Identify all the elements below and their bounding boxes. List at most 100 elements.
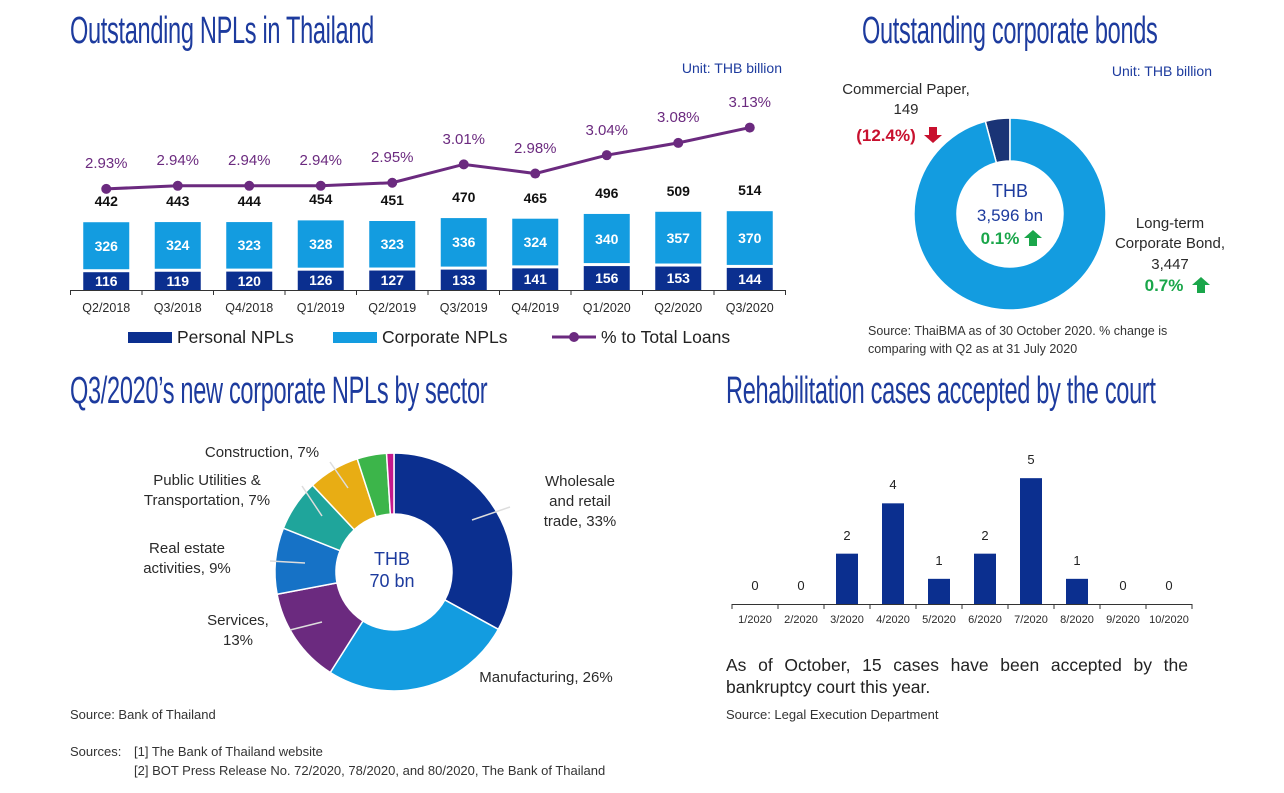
segment-label: 323 — [380, 236, 404, 253]
line-point — [458, 159, 469, 170]
x-tick-label: Q3/2020 — [725, 301, 774, 315]
source: Source: ThaiBMA as of 30 October 2020. %… — [868, 324, 1168, 356]
x-tick-label: Q2/2019 — [368, 301, 417, 315]
total-label: 454 — [309, 191, 333, 208]
footer-label: Sources: — [70, 744, 122, 759]
bar-segment — [726, 211, 773, 265]
x-tick-label: Q2/2018 — [82, 301, 131, 315]
bar-segment — [369, 221, 416, 268]
segment-label: 336 — [452, 234, 476, 251]
value-label: 5 — [1027, 452, 1035, 468]
x-tick-label: Q4/2018 — [225, 301, 274, 315]
line-value-label: 3.08% — [656, 109, 700, 127]
segment-label: 120 — [237, 272, 261, 289]
bar — [1020, 478, 1042, 604]
value-label: 0 — [1119, 578, 1127, 593]
line-value-label: 2.94% — [156, 152, 200, 170]
x-tick-label: Q1/2020 — [582, 301, 631, 315]
segment-label: 357 — [666, 229, 690, 246]
slice-label: Services, 13% — [207, 612, 269, 649]
segment-label: 133 — [452, 271, 476, 288]
bar-segment — [440, 269, 487, 290]
bar-segment — [226, 271, 273, 290]
line-point — [744, 122, 755, 133]
value-label: 1 — [1073, 552, 1081, 568]
change-label: 0.7% — [1144, 275, 1184, 295]
value-label: 1 — [935, 552, 943, 568]
source: Source: Legal Execution Department — [726, 707, 939, 722]
unit-label: Unit: THB billion — [681, 60, 782, 76]
bar-segment — [154, 271, 201, 290]
line-point — [244, 180, 255, 191]
legend-swatch — [128, 332, 172, 343]
change-arrow — [1192, 277, 1210, 293]
total-label: 444 — [237, 193, 261, 210]
unit-label: Unit: THB billion — [1111, 63, 1212, 79]
segment-label: 141 — [523, 271, 547, 288]
slice-label: Commercial Paper, — [842, 80, 970, 98]
x-tick-label: 8/2020 — [1060, 614, 1094, 626]
x-tick-label: 6/2020 — [968, 614, 1002, 626]
change-arrow — [1024, 230, 1042, 246]
center-total: 3,596 bn — [976, 205, 1044, 225]
legend-label: % to Total Loans — [601, 327, 731, 347]
change-label: (12.4%) — [856, 125, 916, 145]
x-tick-label: 10/2020 — [1149, 614, 1189, 626]
segment-label: 144 — [738, 270, 762, 287]
bar-segment — [83, 222, 130, 270]
center-total: 70 bn — [369, 570, 415, 591]
chart-title: Q3/2020’s new corporate NPLs by sector — [70, 370, 488, 412]
bar-segment — [83, 272, 130, 290]
x-tick-label: Q1/2019 — [296, 301, 345, 315]
slice-label: Manufacturing, 26% — [479, 668, 613, 686]
center-label: THB — [374, 548, 410, 569]
line-value-label: 3.13% — [728, 94, 772, 112]
total-label: 509 — [666, 182, 690, 199]
x-tick-label: 7/2020 — [1014, 614, 1048, 626]
leader-line — [301, 485, 323, 517]
donut-slice — [385, 452, 395, 515]
bar-segment — [297, 270, 344, 290]
chart-title: Outstanding corporate bonds — [862, 10, 1158, 52]
segment-label: 116 — [94, 273, 118, 290]
slice-label: Real estate activities, 9% — [143, 540, 231, 577]
value-label: 0 — [751, 578, 759, 593]
x-tick-label: Q3/2019 — [439, 301, 488, 315]
segment-label: 340 — [595, 230, 619, 247]
bar-segment — [297, 220, 344, 268]
segment-label: 326 — [94, 237, 118, 254]
bar-segment — [226, 222, 273, 269]
leader-line — [329, 461, 349, 489]
line-point — [101, 183, 112, 194]
chart-title: Rehabilitation cases accepted by the cou… — [726, 370, 1156, 412]
slice-value: 149 — [893, 100, 919, 118]
line-value-label: 2.95% — [370, 149, 414, 167]
bar-segment — [512, 218, 559, 266]
bar-segment — [154, 222, 201, 269]
footer-item: [2] BOT Press Release No. 72/2020, 78/20… — [134, 763, 606, 778]
legend-swatch — [569, 332, 579, 342]
slice-label: Construction, 7% — [204, 443, 320, 461]
change-arrow — [924, 127, 942, 143]
leader-line — [289, 621, 323, 631]
x-tick-label: 9/2020 — [1106, 614, 1140, 626]
line-point — [387, 177, 398, 188]
line-point — [673, 137, 684, 148]
x-tick-label: Q3/2018 — [153, 301, 202, 315]
slice-label: Public Utilities & Transportation, 7% — [143, 472, 271, 509]
bar-segment — [369, 270, 416, 290]
slice-label: Wholesale and retail trade, 33% — [543, 473, 617, 530]
segment-label: 328 — [309, 236, 333, 253]
line-point — [315, 180, 326, 191]
total-label: 465 — [523, 189, 547, 206]
x-tick-label: 2/2020 — [784, 614, 818, 626]
bar — [928, 578, 950, 604]
leader-line — [269, 560, 306, 564]
segment-label: 156 — [595, 270, 619, 287]
bar-segment — [655, 211, 702, 264]
bar-segment — [726, 267, 773, 290]
bar — [882, 503, 904, 604]
note: As of October, 15 cases have been accept… — [726, 655, 1188, 697]
